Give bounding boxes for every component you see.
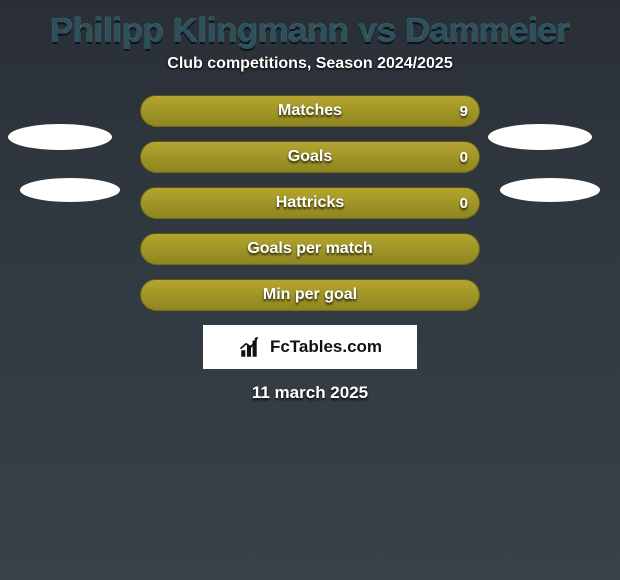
stat-label: Goals per match: [140, 233, 480, 265]
stat-value-right: 0: [460, 141, 468, 173]
stat-value-right: 9: [460, 95, 468, 127]
source-badge[interactable]: FcTables.com: [203, 325, 417, 369]
title-vs: vs: [349, 12, 406, 50]
stat-label: Matches: [140, 95, 480, 127]
title-player-2: Dammeier: [405, 12, 569, 50]
stat-row: Matches9: [140, 95, 480, 127]
stat-label: Min per goal: [140, 279, 480, 311]
stat-label: Hattricks: [140, 187, 480, 219]
chart-icon: [238, 334, 264, 360]
decor-ellipse: [500, 178, 600, 202]
stat-row: Hattricks0: [140, 187, 480, 219]
stat-label: Goals: [140, 141, 480, 173]
decor-ellipse: [488, 124, 592, 150]
source-badge-text: FcTables.com: [270, 337, 382, 357]
decor-ellipse: [20, 178, 120, 202]
decor-ellipse: [8, 124, 112, 150]
stat-row: Goals0: [140, 141, 480, 173]
stat-value-right: 0: [460, 187, 468, 219]
stat-row: Min per goal: [140, 279, 480, 311]
subtitle: Club competitions, Season 2024/2025: [0, 55, 620, 73]
date-line: 11 march 2025: [0, 383, 620, 403]
title: Philipp Klingmann vs Dammeier: [0, 12, 620, 51]
title-player-1: Philipp Klingmann: [50, 12, 348, 50]
stat-rows: Matches9Goals0Hattricks0Goals per matchM…: [140, 95, 480, 311]
stats-card: Philipp Klingmann vs Dammeier Club compe…: [0, 0, 620, 580]
stat-row: Goals per match: [140, 233, 480, 265]
